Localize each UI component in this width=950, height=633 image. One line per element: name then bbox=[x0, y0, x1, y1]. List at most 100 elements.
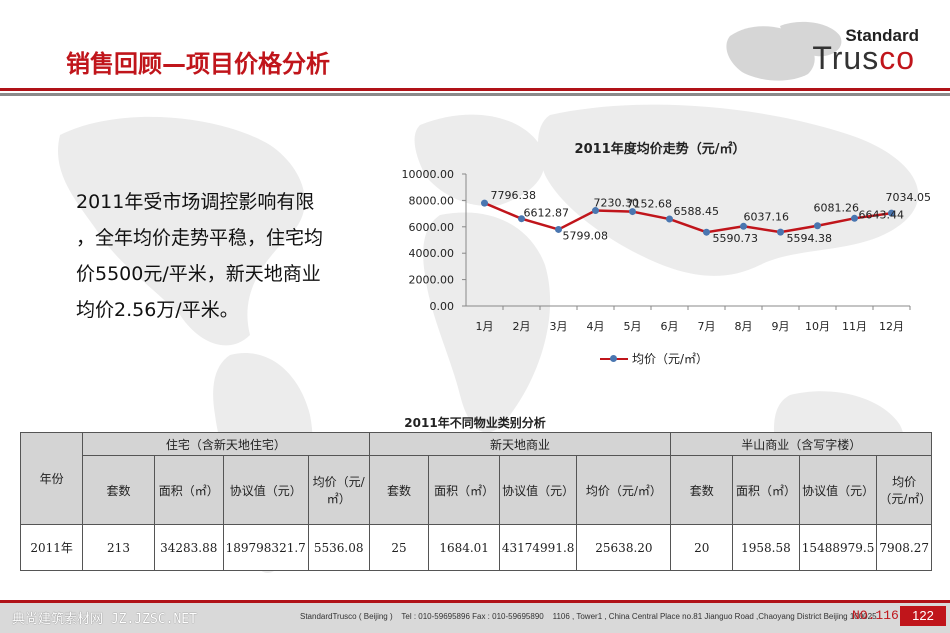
x-tick-label: 7月 bbox=[698, 320, 716, 333]
chart-legend: 均价（元/㎡） bbox=[600, 350, 708, 367]
col-header-avg-price: 均价（元/㎡） bbox=[576, 455, 672, 525]
summary-line: 价5500元/平米，新天地商业 bbox=[76, 263, 321, 285]
logo-globe-icon bbox=[726, 21, 842, 81]
data-point bbox=[666, 215, 673, 223]
footer-bar bbox=[0, 603, 950, 633]
y-tick-label: 8000.00 bbox=[409, 194, 455, 207]
x-tick-label: 1月 bbox=[476, 320, 494, 333]
y-tick-label: 10000.00 bbox=[402, 168, 455, 181]
x-tick-label: 9月 bbox=[772, 320, 790, 333]
data-point bbox=[851, 214, 858, 222]
data-point bbox=[555, 225, 562, 233]
x-tick-label: 10月 bbox=[805, 320, 830, 333]
x-tick-label: 8月 bbox=[735, 320, 753, 333]
col-header-area: 面积（㎡） bbox=[428, 455, 500, 525]
data-label: 5594.38 bbox=[787, 232, 833, 245]
summary-text: 2011年受市场调控影响有限 ，全年均价走势平稳，住宅均 价5500元/平米，新… bbox=[76, 184, 376, 328]
col-header-avg-price: 均价（元/㎡） bbox=[876, 455, 932, 525]
y-tick-label: 6000.00 bbox=[409, 221, 455, 234]
summary-line: 均价2.56万/平米。 bbox=[76, 299, 239, 321]
data-label: 6643.44 bbox=[859, 208, 905, 221]
y-tick-label: 2000.00 bbox=[409, 274, 455, 287]
col-header-avg-price: 均价（元/㎡） bbox=[307, 455, 370, 525]
chart-title: 2011年度均价走势（元/㎡） bbox=[574, 142, 746, 157]
data-label: 5590.73 bbox=[713, 232, 759, 245]
x-tick-label: 12月 bbox=[879, 320, 904, 333]
logo-standard-text: Standard bbox=[845, 26, 919, 45]
company-logo: Standard Trusco bbox=[720, 14, 945, 86]
data-label: 6588.45 bbox=[674, 205, 720, 218]
data-label: 7034.05 bbox=[886, 191, 931, 204]
table-row: 2011年 213 34283.88 189798321.7 5536.08 2… bbox=[19, 524, 932, 571]
col-header-units: 套数 bbox=[670, 455, 734, 525]
footer-contact-info: StandardTrusco ( Beijing ) Tel : 010-596… bbox=[300, 612, 877, 621]
col-header-units: 套数 bbox=[368, 455, 430, 525]
data-point bbox=[814, 222, 821, 230]
page-title: 销售回顾—项目价格分析 bbox=[66, 50, 330, 78]
footer-watermark: 典尚建筑素材网 JZ.JZSC.NET bbox=[12, 612, 197, 627]
table-cell: 5536.08 bbox=[307, 524, 370, 571]
group-header-banshan: 半山商业（含写字楼） bbox=[670, 432, 932, 456]
group-header-residential: 住宅（含新天地住宅） bbox=[82, 432, 370, 456]
table-cell: 15488979.5 bbox=[798, 524, 878, 571]
data-label: 5799.08 bbox=[563, 229, 609, 242]
header-gray-rule bbox=[0, 93, 950, 96]
page-number: 122 bbox=[900, 606, 946, 626]
row-year: 2011年 bbox=[19, 524, 84, 571]
data-label: 6612.87 bbox=[524, 207, 570, 220]
x-tick-label: 5月 bbox=[624, 320, 642, 333]
table-cell: 20 bbox=[670, 524, 734, 571]
table-cell: 7908.27 bbox=[876, 524, 932, 571]
data-point bbox=[888, 209, 895, 217]
x-tick-label: 11月 bbox=[842, 320, 867, 333]
legend-line-marker-icon bbox=[600, 354, 628, 362]
footer-company: StandardTrusco ( Beijing ) bbox=[300, 612, 393, 621]
series-line bbox=[484, 201, 892, 234]
footer-phone: Tel : 010-59695896 Fax : 010-59695890 bbox=[401, 612, 544, 621]
data-point bbox=[777, 228, 784, 236]
x-tick-label: 2月 bbox=[513, 320, 531, 333]
col-header-contract-value: 协议值（元） bbox=[498, 455, 578, 525]
col-header-contract-value: 协议值（元） bbox=[222, 455, 309, 525]
world-map-background bbox=[58, 104, 919, 574]
table-cell: 1958.58 bbox=[732, 524, 800, 571]
y-tick-label: 4000.00 bbox=[409, 247, 455, 260]
table-cell: 43174991.8 bbox=[498, 524, 578, 571]
x-tick-label: 6月 bbox=[661, 320, 679, 333]
data-point bbox=[703, 228, 710, 236]
table-cell: 25638.20 bbox=[576, 524, 672, 571]
data-point bbox=[481, 199, 488, 207]
header-red-rule bbox=[0, 88, 950, 91]
logo-trusco-text: Trusco bbox=[812, 40, 915, 76]
summary-line: ，全年均价走势平稳，住宅均 bbox=[76, 227, 324, 249]
data-point bbox=[629, 208, 636, 216]
footer-page-label: NO.116 bbox=[852, 608, 899, 623]
col-header-contract-value: 协议值（元） bbox=[798, 455, 878, 525]
legend-label: 均价（元/㎡） bbox=[632, 352, 709, 366]
summary-line: 2011年受市场调控影响有限 bbox=[76, 191, 315, 213]
col-header-area: 面积（㎡） bbox=[732, 455, 800, 525]
footer-address: 1106 , Tower1 , China Central Place no.8… bbox=[552, 612, 877, 621]
table-cell: 213 bbox=[82, 524, 155, 571]
data-label: 7152.68 bbox=[627, 198, 673, 211]
property-type-table: 年份 住宅（含新天地住宅） 新天地商业 半山商业（含写字楼） 套数 面积（㎡） … bbox=[19, 432, 932, 571]
data-point bbox=[592, 207, 599, 215]
col-header-area: 面积（㎡） bbox=[153, 455, 224, 525]
group-header-xintiandi: 新天地商业 bbox=[368, 432, 672, 456]
price-trend-chart: 0.00 2000.00 4000.00 6000.00 8000.00 10000.00… bbox=[402, 168, 931, 333]
table-cell: 189798321.7 bbox=[222, 524, 309, 571]
table-title: 2011年不同物业类别分析 bbox=[404, 416, 546, 430]
table-cell: 25 bbox=[368, 524, 430, 571]
col-header-units: 套数 bbox=[82, 455, 155, 525]
data-point bbox=[518, 215, 525, 223]
data-label: 6037.16 bbox=[744, 210, 790, 223]
x-tick-label: 3月 bbox=[550, 320, 568, 333]
x-tick-label: 4月 bbox=[587, 320, 605, 333]
data-label: 7230.30 bbox=[594, 197, 640, 210]
data-label: 6081.26 bbox=[814, 202, 860, 215]
y-tick-label: 0.00 bbox=[430, 300, 455, 313]
footer-red-rule bbox=[0, 600, 950, 603]
table-cell: 1684.01 bbox=[428, 524, 500, 571]
table-cell: 34283.88 bbox=[153, 524, 224, 571]
data-point bbox=[740, 222, 747, 230]
